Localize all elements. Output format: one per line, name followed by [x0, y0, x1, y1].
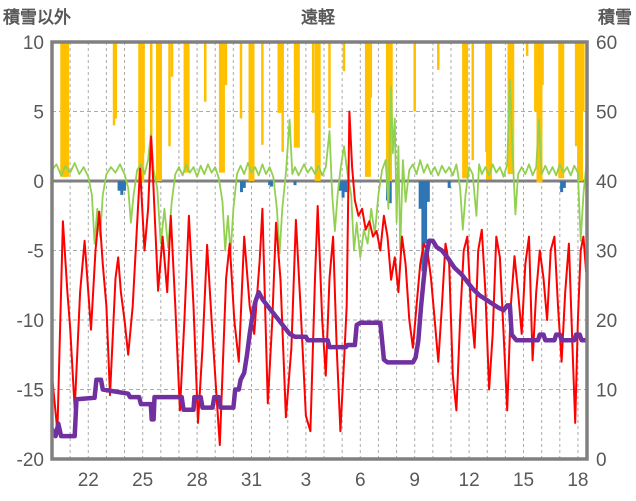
orange-bar [462, 42, 469, 179]
orange-bar [364, 42, 371, 177]
orange-bar [541, 42, 544, 86]
orange-bar [311, 42, 315, 113]
x-tick-label: 28 [187, 470, 208, 491]
blue-bar [447, 181, 451, 188]
orange-bar [558, 42, 565, 179]
orange-bar [536, 42, 543, 183]
orange-bar [138, 42, 145, 183]
y-right-tick-label: 60 [596, 33, 617, 54]
orange-bar [328, 42, 331, 129]
orange-bar [239, 42, 243, 119]
orange-bar [582, 42, 585, 112]
x-tick-label: 12 [459, 470, 480, 491]
orange-bar [114, 42, 118, 119]
orange-bar [149, 42, 153, 137]
orange-bar [281, 42, 284, 152]
y-left-tick-label: 10 [23, 33, 44, 54]
orange-bar [168, 42, 171, 147]
left-axis-title: 積雪以外 [3, 8, 71, 27]
orange-bar [224, 42, 228, 86]
orange-bar [577, 42, 584, 181]
orange-bar [342, 42, 346, 72]
orange-bar [471, 42, 474, 161]
orange-bar [369, 42, 373, 98]
y-left-tick-label: -15 [17, 381, 44, 402]
orange-bar [63, 42, 70, 177]
blue-bar [123, 181, 127, 191]
y-right-tick-label: 50 [596, 103, 617, 124]
blue-bar [562, 181, 566, 188]
blue-bar [117, 181, 121, 191]
blue-bar [418, 181, 422, 209]
blue-bar [424, 181, 428, 244]
orange-bar [293, 42, 300, 148]
y-right-tick-label: 0 [596, 450, 607, 471]
orange-bar [511, 42, 515, 175]
blue-bar [560, 181, 564, 193]
right-axis-title: 積雪 [598, 8, 632, 27]
x-tick-label: 31 [241, 470, 262, 491]
y-left-tick-label: -10 [17, 311, 44, 332]
orange-bar [525, 42, 529, 56]
y-left-tick-label: 0 [33, 172, 44, 193]
line-purple-snow-depth [52, 238, 587, 439]
line-green [52, 78, 587, 259]
orange-bar [437, 42, 440, 70]
x-tick-label: 22 [78, 470, 99, 491]
x-tick-label: 15 [513, 470, 534, 491]
orange-bar [248, 42, 255, 181]
orange-bar [203, 42, 207, 102]
blue-bar [338, 181, 342, 191]
y-right-tick-label: 30 [596, 242, 617, 263]
blue-bar [240, 181, 244, 193]
x-tick-label: 9 [409, 470, 420, 491]
orange-bar [486, 42, 493, 180]
blue-bar [268, 181, 272, 186]
orange-bar [183, 42, 190, 173]
orange-bar [574, 42, 578, 147]
blue-bar [421, 181, 425, 272]
orange-bar [156, 42, 162, 181]
y-left-tick-label: -20 [17, 450, 44, 471]
orange-bar [385, 42, 392, 183]
blue-bar [242, 181, 246, 188]
x-tick-label: 25 [132, 470, 153, 491]
orange-bar [534, 42, 537, 112]
blue-bar [269, 181, 273, 187]
x-tick-label: 18 [567, 470, 588, 491]
plot-border [50, 40, 589, 461]
orange-bar [314, 42, 321, 181]
y-left-tick-label: -5 [27, 242, 44, 263]
x-tick-label: 6 [355, 470, 366, 491]
blue-bar [388, 181, 392, 204]
y-left-tick-label: 5 [33, 103, 44, 124]
orange-bar [112, 42, 116, 126]
orange-bar [413, 42, 416, 112]
line-red [52, 110, 587, 447]
blue-bar [120, 181, 124, 195]
blue-bar [426, 181, 430, 202]
orange-bar [142, 42, 145, 154]
orange-bar [218, 42, 225, 173]
chart-title: 遠軽 [301, 8, 335, 27]
orange-bar [170, 42, 174, 77]
orange-bar [261, 42, 264, 145]
blue-bar [344, 181, 348, 193]
blue-bar [293, 181, 297, 186]
y-right-tick-label: 20 [596, 311, 617, 332]
blue-bar [341, 181, 345, 198]
x-tick-label: 3 [301, 470, 312, 491]
y-right-tick-label: 10 [596, 381, 617, 402]
y-right-tick-label: 40 [596, 172, 617, 193]
orange-bar [277, 42, 284, 113]
